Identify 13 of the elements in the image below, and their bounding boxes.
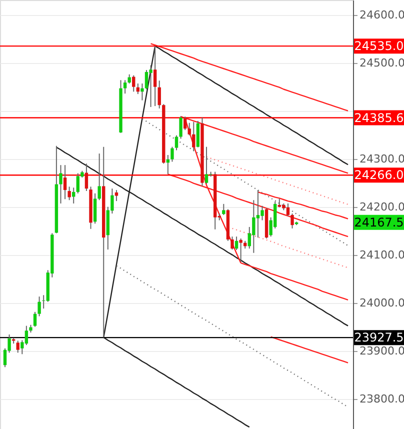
y-tick-label: 24600.0 [360,8,404,22]
y-tick-label: 24300.0 [360,152,404,166]
y-tick-label: 23900.0 [360,344,404,358]
y-tick-label: 24500.0 [360,56,404,70]
y-tick-label: 24200.0 [360,200,404,214]
ref-line-label: 24535.0 [354,39,404,54]
y-tick-label: 24100.0 [360,248,404,262]
ref-line-label: 24385.6 [354,110,404,125]
ref-line-label: 23927.5 [354,330,404,345]
text: 24167.5 [354,215,404,230]
y-tick-label: 24000.0 [360,296,404,310]
y-tick-label: 23800.0 [360,392,404,406]
ref-line-label: 24266.0 [354,168,404,182]
